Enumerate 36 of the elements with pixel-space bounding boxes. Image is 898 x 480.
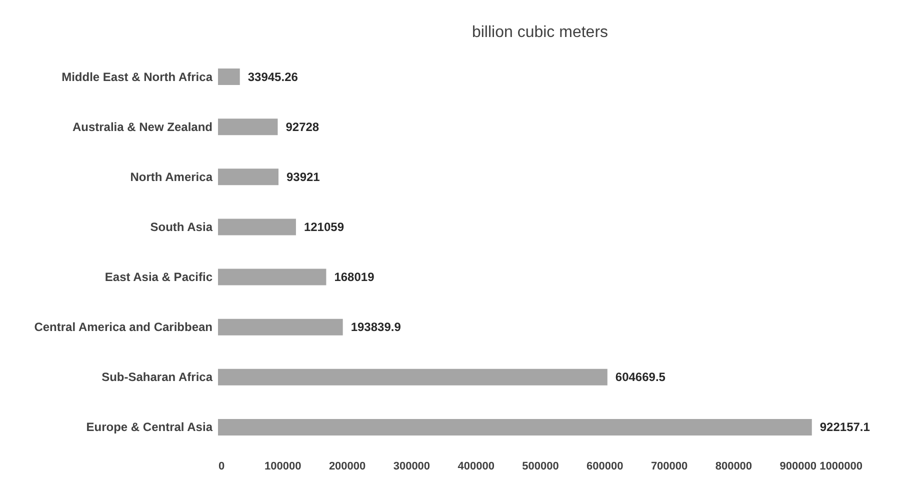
x-tick-label: 700000	[650, 460, 688, 472]
data-label: 168019	[334, 270, 375, 284]
y-tick-label: North America	[130, 170, 213, 184]
x-tick-label: 300000	[393, 460, 430, 472]
data-label: 121059	[304, 220, 344, 234]
data-label: 922157.1	[820, 420, 870, 434]
x-tick-label: 1000000	[820, 460, 862, 472]
x-tick-label: 200000	[328, 460, 366, 472]
chart-title: billion cubic meters	[472, 24, 608, 41]
x-tick-label: 600000	[586, 460, 624, 472]
data-label: 604669.5	[615, 370, 666, 384]
x-tick-label: 800000	[715, 460, 752, 472]
x-tick-label: 100000	[264, 460, 302, 472]
data-label: 93921	[286, 170, 320, 184]
x-tick-label: 500000	[522, 460, 559, 472]
x-tick-label: 900000	[780, 460, 816, 472]
y-tick-label: Central America and Caribbean	[34, 320, 212, 334]
y-tick-label: Australia & New Zealand	[72, 120, 212, 134]
data-label: 193839.9	[350, 320, 402, 334]
bar	[218, 118, 278, 136]
bar	[218, 368, 608, 386]
y-tick-label: East Asia & Pacific	[104, 270, 213, 284]
x-tick-label: 400000	[458, 460, 494, 472]
data-label: 92728	[286, 120, 320, 134]
bar	[218, 168, 278, 186]
bar	[218, 318, 343, 336]
y-tick-label: Middle East & North Africa	[62, 70, 213, 84]
bar	[218, 268, 326, 286]
bar	[218, 218, 296, 236]
data-label: 33945.26	[248, 70, 298, 84]
y-tick-label: South Asia	[150, 220, 213, 234]
bar	[218, 418, 812, 436]
y-tick-label: Sub-Saharan Africa	[102, 370, 213, 384]
bar	[218, 68, 240, 86]
x-tick-label: 0	[218, 460, 225, 472]
y-tick-label: Europe & Central Asia	[86, 420, 213, 434]
